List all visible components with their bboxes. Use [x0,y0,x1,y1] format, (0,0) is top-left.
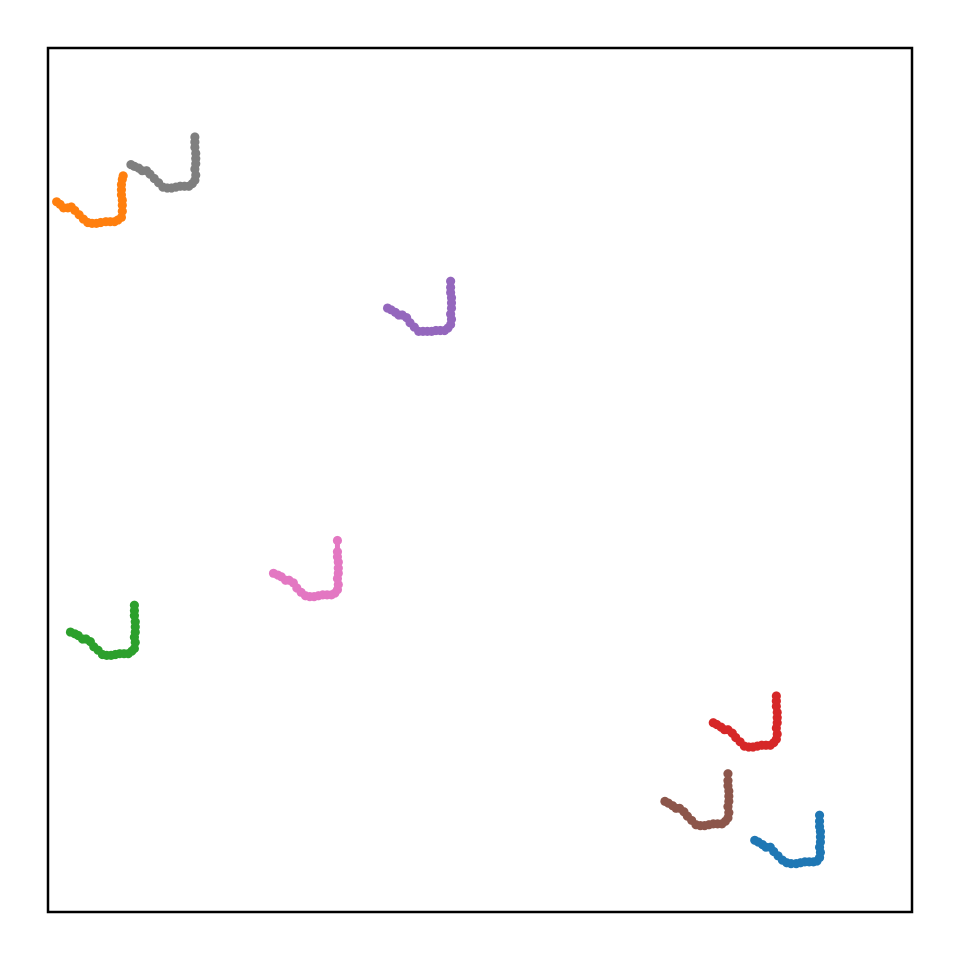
data-point [332,547,343,557]
data-point [723,769,733,779]
data-point [118,171,128,181]
data-point [129,600,139,610]
series-2 [52,171,128,228]
series-7 [268,535,343,602]
data-point [814,810,825,820]
series-6 [660,769,734,831]
axes-frame [46,46,914,914]
data-point [332,535,343,546]
series-1 [750,810,826,869]
series-4 [708,691,782,752]
data-point [771,691,781,701]
series-8 [126,132,201,193]
data-point [446,276,456,286]
data-point [723,776,733,786]
series-layer [52,132,826,869]
series-5 [382,276,457,336]
data-point [190,132,200,142]
series-3 [65,600,140,660]
